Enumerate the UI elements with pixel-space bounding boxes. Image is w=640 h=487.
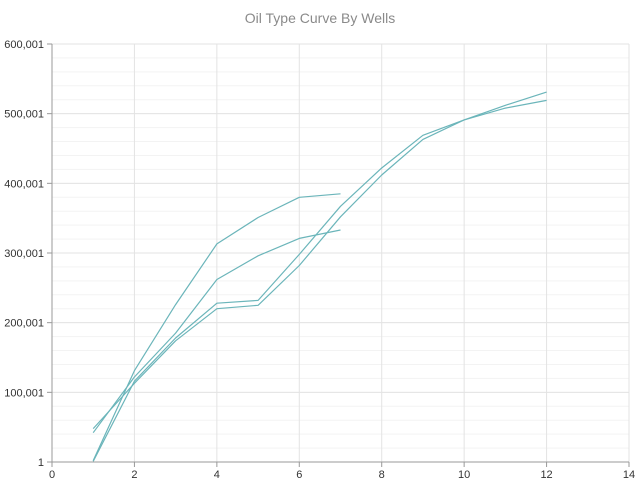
series-line-2 [92,193,341,461]
x-axis-tick-labels: 0 2 4 6 8 10 12 14 [49,469,635,481]
chart-title: Oil Type Curve By Wells [244,10,396,26]
series-lines [92,91,547,462]
series-line-4 [92,91,547,462]
series-line-3 [92,99,547,430]
x-tick-label: 2 [131,469,137,481]
y-tick-label: 600,001 [4,39,44,51]
x-tick-label: 12 [540,469,552,481]
y-tick-label: 300,001 [4,248,44,260]
y-tick-label: 400,001 [4,178,44,190]
x-tick-label: 4 [214,469,220,481]
x-tick-label: 0 [49,469,55,481]
y-tick-label: 200,001 [4,318,44,330]
x-tick-label: 6 [296,469,302,481]
major-gridlines [51,43,630,463]
x-tick-label: 14 [623,469,635,481]
y-axis-tick-labels: 1 100,001 200,001 300,001 400,001 500,001 600,… [4,39,44,469]
y-tick-label: 100,001 [4,387,44,399]
x-tick-label: 8 [379,469,385,481]
x-tick-label: 10 [458,469,470,481]
axes [47,43,630,467]
y-tick-label: 500,001 [4,109,44,121]
series-line-1 [92,229,341,434]
y-tick-label: 1 [38,457,44,469]
